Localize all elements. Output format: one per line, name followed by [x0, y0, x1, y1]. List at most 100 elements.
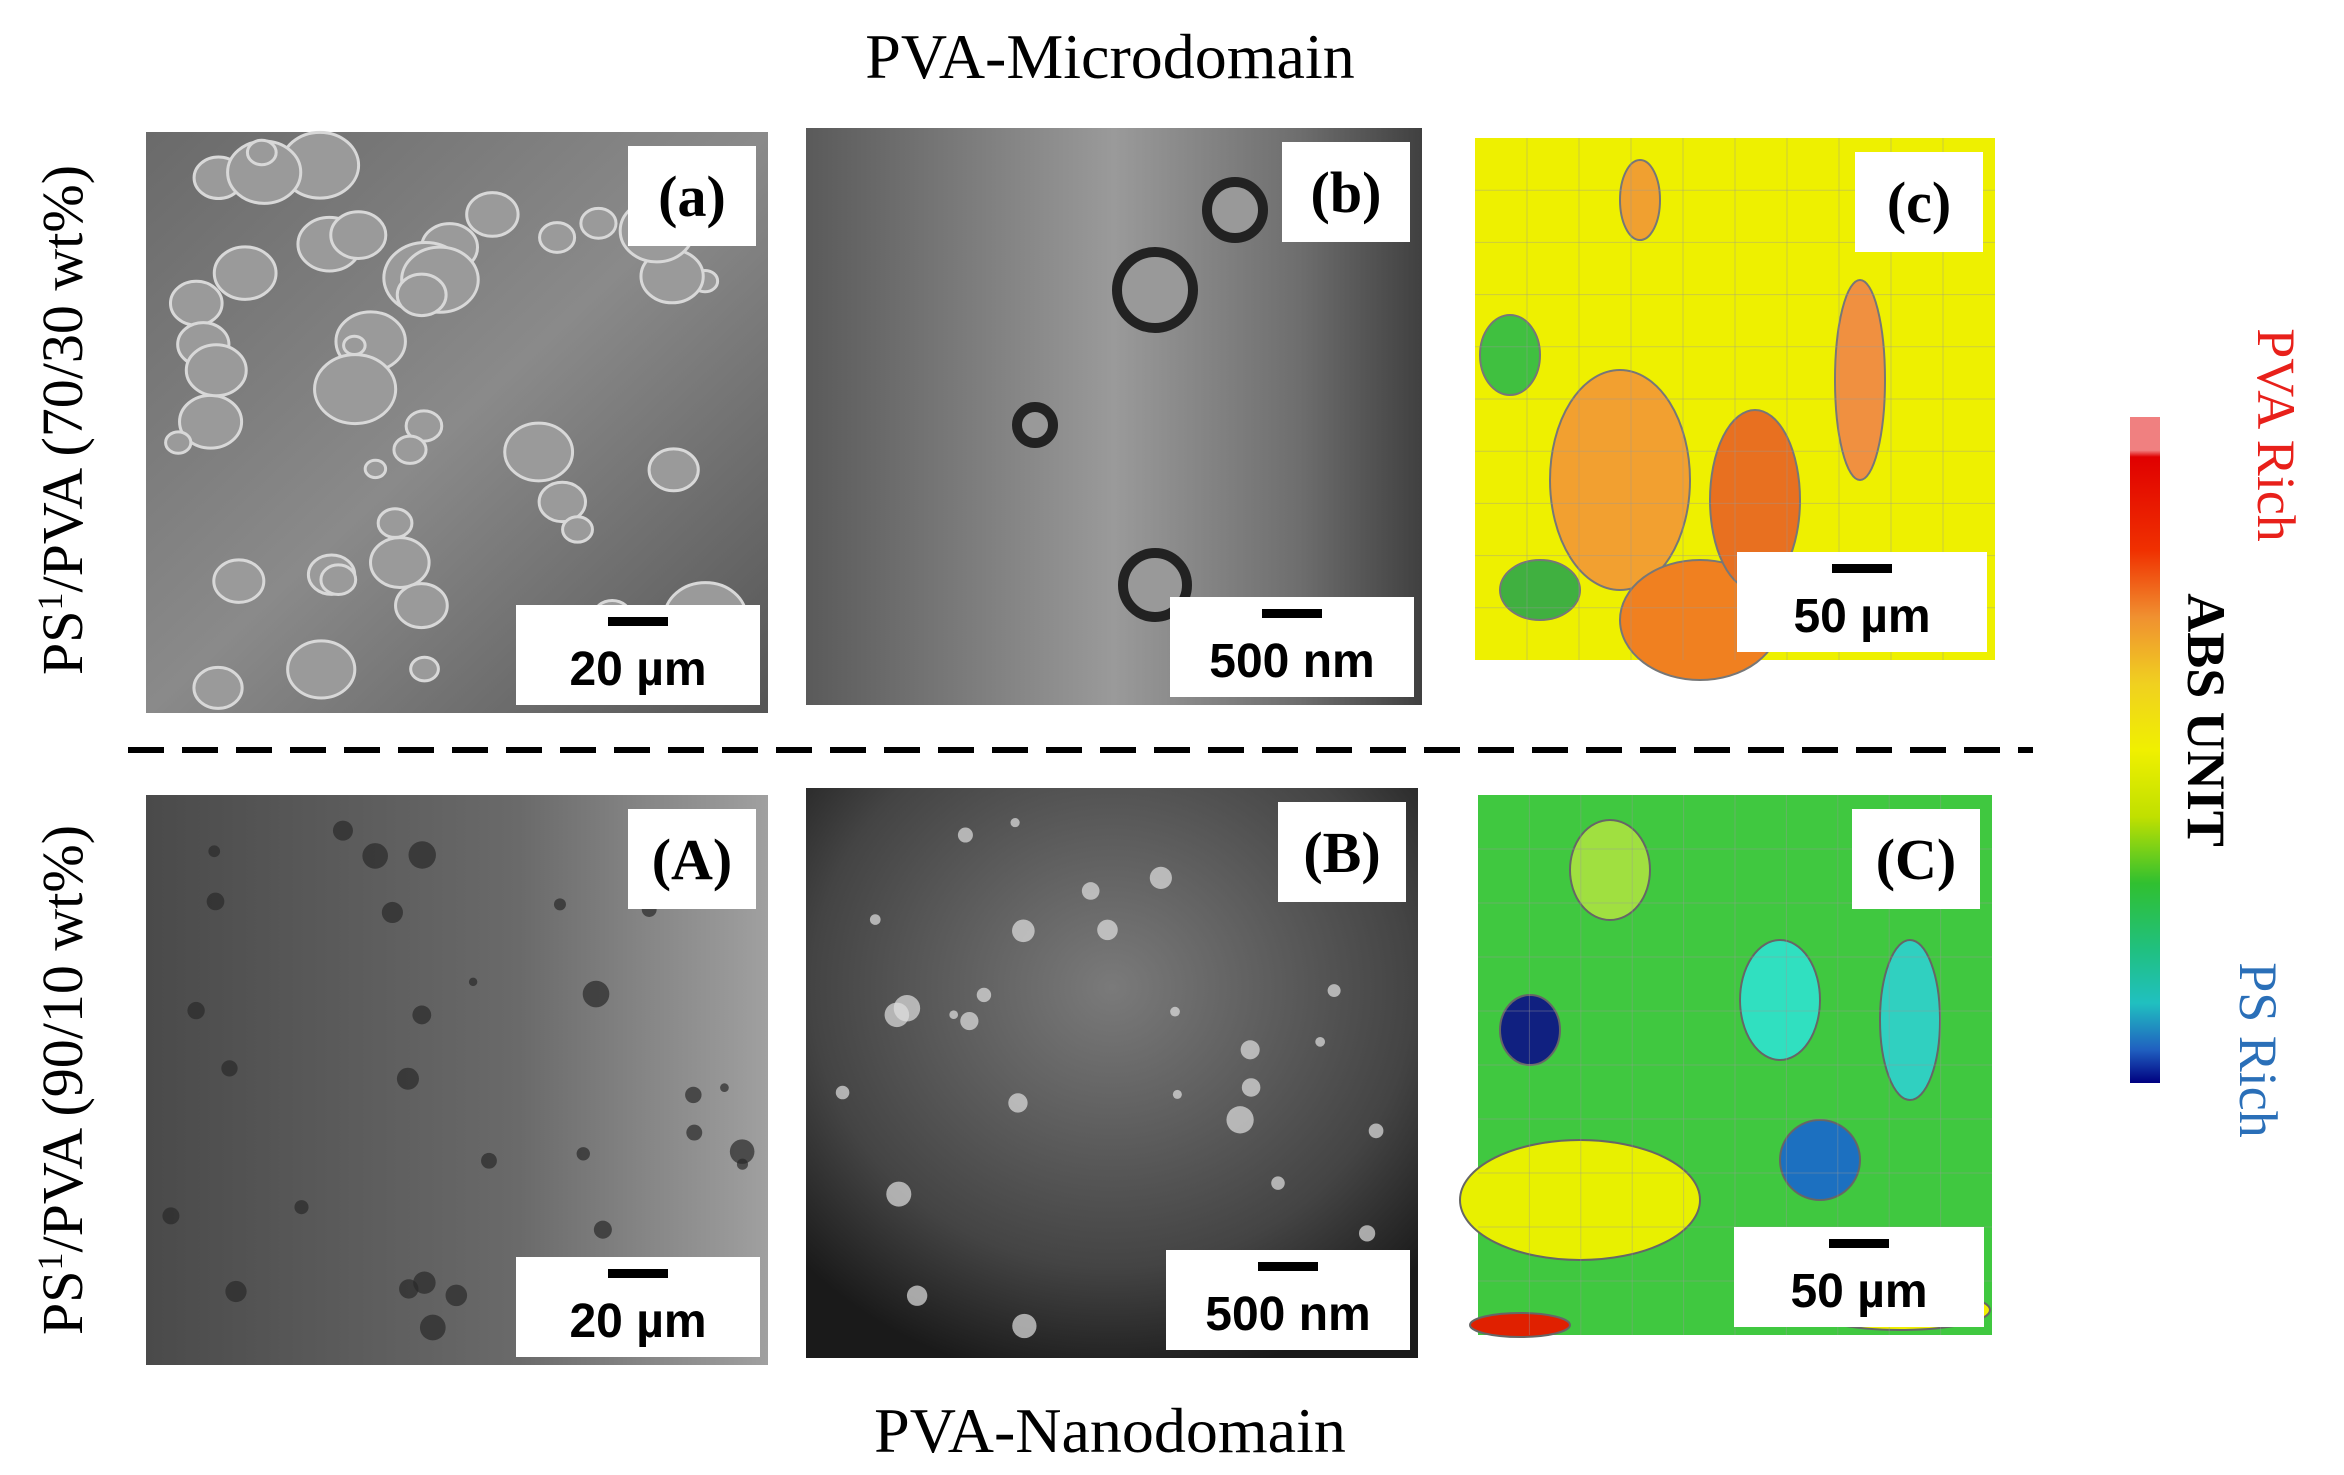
texture — [392, 434, 428, 465]
texture — [332, 820, 353, 841]
heat-blob — [1779, 1119, 1861, 1201]
texture — [976, 987, 992, 1003]
texture — [362, 843, 388, 869]
texture — [957, 827, 973, 843]
texture — [294, 1200, 309, 1215]
panels: PS1/PVA (70/30 wt%) (a)20 µm(b)500 nm(c)5… — [30, 128, 1995, 1365]
texture — [1327, 984, 1341, 998]
scale-bar — [608, 1269, 668, 1278]
heat-blob — [1469, 1312, 1571, 1338]
texture — [408, 841, 436, 869]
tag-box — [628, 146, 756, 246]
texture — [1010, 817, 1020, 828]
texture — [395, 272, 448, 318]
texture — [245, 138, 278, 167]
texture — [1368, 1123, 1384, 1139]
texture — [685, 1086, 702, 1104]
colorbar-low: PS Rich — [2228, 962, 2288, 1138]
texture — [906, 1285, 928, 1306]
panel-tag: (a) — [658, 164, 726, 229]
tag-box — [628, 809, 756, 909]
heat-blob — [1879, 939, 1941, 1101]
texture — [162, 1207, 180, 1225]
texture — [465, 191, 520, 238]
texture — [369, 536, 431, 589]
texture — [1008, 1093, 1028, 1113]
colorbar-high: PVA Rich — [2246, 328, 2306, 542]
panel-tag: (c) — [1887, 170, 1951, 235]
texture — [579, 206, 618, 240]
texture — [1315, 1036, 1326, 1047]
heat-blob — [1619, 159, 1661, 241]
scale-bar — [1262, 609, 1322, 618]
texture — [376, 507, 414, 539]
heat-blob — [1499, 559, 1581, 621]
texture — [886, 1181, 912, 1207]
texture — [184, 343, 248, 398]
texture — [1172, 1089, 1182, 1099]
texture — [686, 1124, 703, 1141]
tag-box — [1855, 152, 1983, 252]
texture — [413, 1271, 436, 1294]
texture — [1012, 402, 1058, 448]
row-label-rest: /PVA (90/10 wt%) — [30, 825, 95, 1253]
scale-bar — [1832, 564, 1892, 573]
tag-box — [1852, 809, 1980, 909]
texture — [221, 1060, 238, 1077]
scale-label: 500 nm — [1209, 635, 1374, 688]
top-title: PVA-Microdomain — [865, 21, 1354, 92]
row-label-main: PS — [30, 1271, 95, 1336]
scale-label: 50 µm — [1793, 590, 1930, 643]
texture — [736, 1158, 749, 1170]
texture — [363, 458, 388, 480]
colorbar — [2130, 417, 2160, 1083]
texture — [187, 1001, 205, 1020]
heat-blob — [1569, 819, 1651, 921]
panel-tag: (A) — [652, 827, 733, 892]
texture — [319, 563, 358, 596]
heat-blob — [1739, 939, 1821, 1061]
texture — [225, 1280, 247, 1303]
texture — [192, 665, 244, 710]
texture — [1271, 1176, 1285, 1190]
texture — [468, 977, 478, 987]
heat-blob — [1834, 279, 1886, 481]
texture — [503, 421, 575, 483]
scale-label: 500 nm — [1205, 1288, 1370, 1341]
texture — [729, 1139, 755, 1164]
texture — [1012, 919, 1035, 943]
texture — [1240, 1040, 1260, 1060]
texture — [164, 430, 193, 455]
texture — [835, 1085, 850, 1100]
scale-label: 20 µm — [569, 1295, 706, 1348]
texture — [869, 914, 881, 925]
texture — [1226, 1106, 1254, 1134]
row-label-main: PS — [30, 611, 95, 676]
scale-bar — [608, 617, 668, 626]
texture — [1170, 1006, 1180, 1017]
texture — [412, 1005, 432, 1025]
texture — [212, 245, 278, 301]
row-label-rest: /PVA (70/30 wt%) — [30, 165, 95, 593]
bottom-title: PVA-Nanodomain — [874, 1395, 1346, 1466]
panel-tag: (B) — [1303, 820, 1380, 885]
texture — [329, 210, 388, 260]
texture — [593, 1220, 612, 1239]
texture — [1149, 866, 1172, 889]
texture — [1241, 1078, 1261, 1097]
texture — [212, 558, 266, 604]
panel-tag: (C) — [1876, 827, 1957, 892]
texture — [445, 1284, 468, 1307]
texture — [208, 845, 221, 858]
texture — [1097, 919, 1118, 941]
panel-tag: (b) — [1311, 160, 1382, 225]
tag-box — [1282, 142, 1410, 242]
row-label: PS1/PVA (90/10 wt%) — [30, 825, 95, 1335]
texture — [949, 1010, 959, 1020]
colorbar-title: ABS UNIT — [2176, 593, 2236, 847]
texture — [1202, 177, 1268, 243]
texture — [313, 353, 398, 426]
row-label-sup: 1 — [30, 1253, 70, 1271]
heat-blob — [1499, 994, 1561, 1066]
